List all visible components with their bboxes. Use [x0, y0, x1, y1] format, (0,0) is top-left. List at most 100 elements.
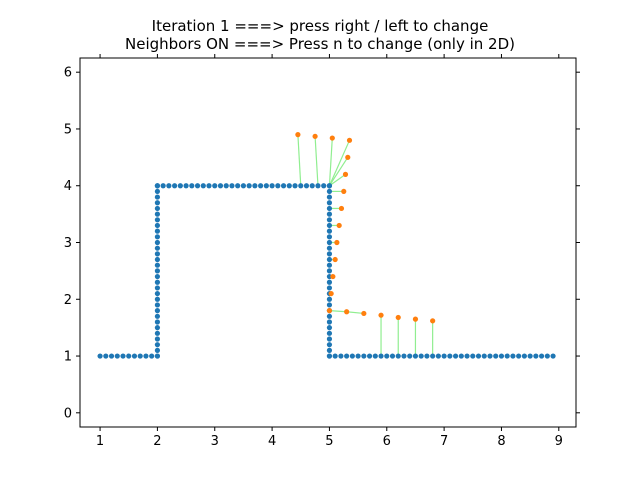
base-point	[240, 183, 247, 189]
base-point	[326, 211, 333, 217]
base-point	[326, 342, 333, 348]
base-point	[137, 353, 143, 359]
base-point	[326, 194, 333, 200]
base-point	[493, 353, 499, 359]
base-point	[481, 353, 487, 359]
base-point	[183, 183, 189, 189]
neighbor-line	[314, 136, 319, 186]
base-point	[326, 228, 333, 234]
base-point	[487, 353, 493, 359]
x-tick-label: 7	[440, 434, 448, 449]
base-point	[326, 296, 333, 302]
base-point	[475, 353, 482, 359]
base-point	[154, 205, 161, 212]
base-point	[286, 183, 292, 189]
y-tick-label: 1	[64, 350, 72, 365]
base-point	[315, 183, 321, 189]
base-point	[154, 285, 161, 291]
moved-point	[345, 154, 351, 160]
base-point	[223, 183, 229, 189]
moved-point	[412, 316, 419, 322]
base-point	[470, 353, 476, 359]
moved-point	[346, 137, 353, 143]
base-point	[326, 268, 333, 274]
base-point	[154, 217, 161, 223]
base-point	[326, 183, 333, 189]
base-point	[258, 183, 264, 189]
base-point	[154, 313, 161, 319]
base-point	[510, 353, 516, 359]
base-point	[498, 353, 505, 359]
base-point	[154, 308, 161, 314]
y-tick-label: 5	[64, 122, 72, 137]
x-tick-label: 4	[268, 434, 276, 449]
base-point	[326, 313, 333, 319]
neighbor-line	[346, 311, 364, 315]
base-point	[326, 205, 333, 212]
moved-point	[378, 312, 384, 318]
neighbor-line	[328, 138, 333, 186]
base-point	[143, 353, 149, 359]
base-point	[154, 342, 161, 348]
base-point	[160, 183, 166, 189]
base-point	[154, 222, 161, 229]
base-point	[355, 353, 361, 359]
base-point	[212, 183, 218, 189]
base-point	[217, 183, 224, 189]
base-point	[154, 336, 161, 342]
neighbor-line	[328, 157, 349, 187]
base-point	[326, 188, 333, 195]
base-point	[378, 353, 384, 359]
base-point	[326, 262, 333, 268]
base-point	[550, 353, 556, 359]
moved-point	[326, 308, 333, 314]
base-point	[430, 353, 436, 359]
base-point	[326, 245, 333, 251]
base-points	[97, 183, 556, 359]
base-point	[149, 353, 155, 359]
base-point	[154, 268, 161, 274]
base-point	[538, 353, 545, 359]
x-tick-label: 6	[383, 434, 391, 449]
base-point	[527, 353, 533, 359]
y-tick-label: 3	[64, 236, 72, 251]
base-point	[326, 330, 333, 336]
base-point	[154, 353, 161, 359]
base-point	[126, 353, 132, 359]
base-point	[252, 183, 258, 189]
base-point	[326, 251, 333, 257]
base-point	[154, 302, 161, 308]
base-point	[303, 183, 310, 189]
base-point	[326, 256, 333, 263]
moved-point	[342, 171, 349, 177]
base-point	[309, 183, 315, 189]
base-point	[154, 245, 161, 251]
base-point	[401, 353, 407, 359]
moved-point	[430, 318, 436, 324]
base-point	[326, 302, 333, 308]
base-point	[103, 353, 109, 359]
base-point	[372, 353, 378, 359]
base-point	[452, 353, 459, 359]
base-point	[332, 353, 338, 359]
base-point	[280, 183, 287, 189]
base-point	[326, 200, 333, 206]
base-point	[154, 330, 161, 336]
base-point	[114, 353, 120, 359]
base-point	[154, 183, 161, 189]
base-point	[389, 353, 396, 359]
base-point	[154, 194, 161, 200]
base-point	[154, 234, 161, 240]
base-point	[154, 239, 161, 246]
base-point	[154, 347, 161, 353]
base-point	[326, 353, 333, 359]
moved-point	[312, 133, 318, 139]
base-point	[154, 290, 161, 297]
base-point	[154, 256, 161, 263]
base-point	[292, 183, 298, 189]
base-point	[516, 353, 522, 359]
neighbor-lines	[297, 134, 434, 357]
base-point	[326, 222, 333, 229]
base-point	[384, 353, 390, 359]
